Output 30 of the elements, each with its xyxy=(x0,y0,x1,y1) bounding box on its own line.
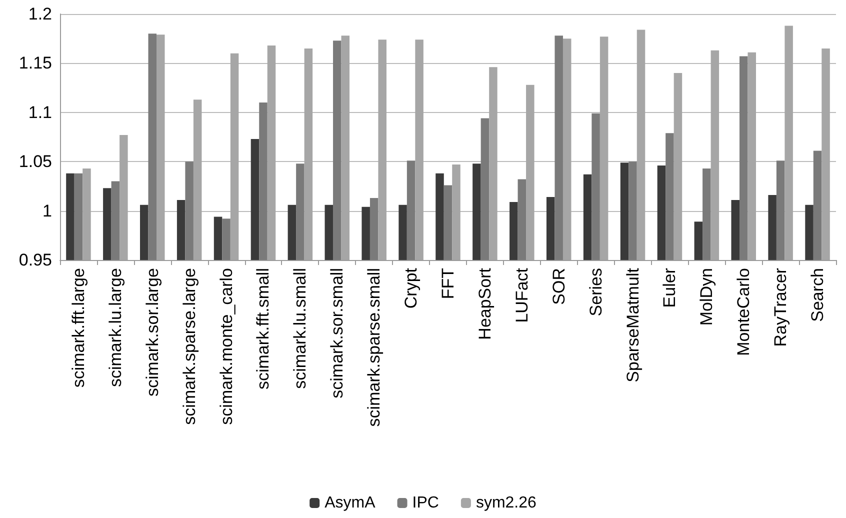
x-tick-label: scimark.monte_carlo xyxy=(216,268,236,425)
y-tick-label: 1.1 xyxy=(28,102,52,122)
x-tick-label: Euler xyxy=(660,268,680,308)
x-tick-label: Crypt xyxy=(402,268,421,309)
x-tick-label: Search xyxy=(808,268,828,322)
x-tick-label: LUFact xyxy=(512,268,532,323)
x-tick-label: FFT xyxy=(438,268,458,300)
x-tick-label: scimark.lu.large xyxy=(106,268,125,388)
x-tick-label: scimark.sparse.small xyxy=(364,268,384,427)
x-tick-label: scimark.fft.large xyxy=(68,268,88,388)
x-tick-label: Series xyxy=(586,268,606,316)
legend-label: IPC xyxy=(412,494,439,512)
x-tick-label: scimark.fft.small xyxy=(254,268,273,390)
y-tick-label: 1.05 xyxy=(18,152,52,172)
x-tick-label: SparseMatmult xyxy=(623,268,642,382)
y-tick-label: 1.2 xyxy=(28,4,52,24)
y-tick-label: 1.15 xyxy=(18,54,52,73)
x-tick-label: MolDyn xyxy=(697,268,716,326)
y-tick-label: 0.95 xyxy=(18,250,52,270)
x-tick-label: scimark.sor.small xyxy=(328,268,347,398)
x-tick-label: SOR xyxy=(549,268,568,305)
x-tick-label: HeapSort xyxy=(475,268,494,340)
legend-label: sym2.26 xyxy=(476,494,537,512)
x-tick-label: scimark.lu.small xyxy=(290,268,310,389)
legend-label: AsymA xyxy=(324,494,376,512)
x-tick-label: RayTracer xyxy=(771,268,790,347)
y-tick-label: 1 xyxy=(42,201,52,220)
x-tick-label: scimark.sparse.large xyxy=(180,268,199,425)
x-tick-label: scimark.sor.large xyxy=(142,268,162,396)
x-tick-label: MonteCarlo xyxy=(734,268,754,356)
